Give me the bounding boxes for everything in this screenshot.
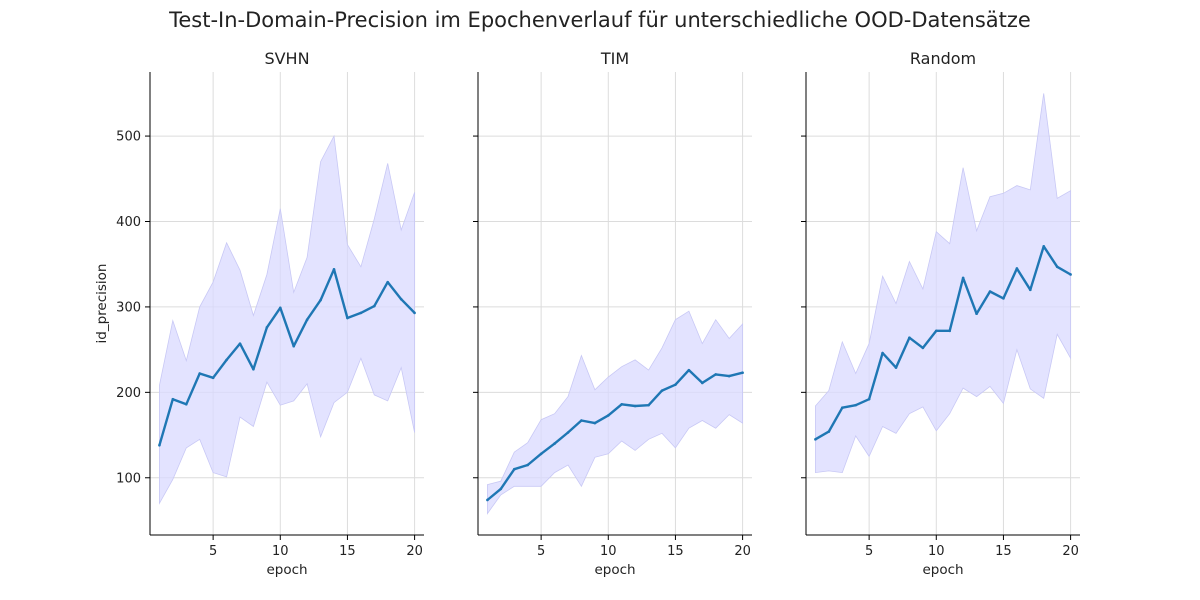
data-point xyxy=(413,311,416,315)
data-point xyxy=(908,336,911,339)
confidence-band xyxy=(486,310,743,515)
x-tick-label: 5 xyxy=(865,544,873,559)
data-point xyxy=(701,381,704,385)
data-point xyxy=(881,351,884,355)
data-point xyxy=(647,403,650,407)
data-point xyxy=(373,304,376,308)
data-point xyxy=(512,467,516,471)
data-point xyxy=(252,367,255,371)
data-point xyxy=(948,329,952,333)
data-point xyxy=(211,376,215,380)
data-point xyxy=(1069,273,1072,276)
data-point xyxy=(1042,244,1046,248)
data-point xyxy=(633,404,637,408)
y-tick-label: 400 xyxy=(116,215,141,230)
x-tick-label: 5 xyxy=(209,544,217,559)
y-axis-label: id_precision xyxy=(94,264,110,344)
data-point xyxy=(184,403,188,406)
x-tick-label: 10 xyxy=(600,544,617,559)
x-tick-label: 10 xyxy=(272,544,289,559)
data-point xyxy=(687,368,691,372)
data-point xyxy=(539,452,543,456)
subplot-title: Random xyxy=(910,49,976,68)
subplot-random: 5 10 15 20 Random epoch xyxy=(801,49,1080,578)
data-point xyxy=(305,318,309,322)
data-point xyxy=(198,372,201,375)
confidence-band xyxy=(815,93,1071,474)
data-point xyxy=(921,346,925,350)
x-axis-label: epoch xyxy=(922,562,963,578)
data-point xyxy=(854,403,857,407)
data-point xyxy=(674,383,677,386)
x-tick-label: 5 xyxy=(537,544,545,559)
data-point xyxy=(526,463,529,467)
data-point xyxy=(827,430,831,433)
data-point xyxy=(238,342,242,345)
y-tick-label: 100 xyxy=(116,471,141,486)
data-point xyxy=(171,397,175,401)
x-tick-label: 10 xyxy=(928,544,945,559)
y-tick-label: 200 xyxy=(116,386,141,401)
subplot-svhn: 5 10 15 20 100 200 300 400 500 SVHN epoch id_precis… xyxy=(94,49,424,578)
confidence-band xyxy=(158,134,416,505)
data-point xyxy=(1055,265,1059,269)
data-point xyxy=(741,371,744,374)
data-point xyxy=(714,373,718,376)
x-tick-label: 15 xyxy=(339,544,356,559)
figure-title: Test-In-Domain-Precision im Epochenverla… xyxy=(169,8,1031,32)
x-tick-label: 20 xyxy=(734,544,751,559)
data-point xyxy=(961,276,965,280)
data-point xyxy=(894,366,898,369)
data-point xyxy=(486,498,489,502)
data-point xyxy=(225,358,228,362)
x-tick-label: 15 xyxy=(995,544,1012,559)
data-point xyxy=(158,444,161,447)
subplot-tim: 5 10 15 20 TIM epoch xyxy=(473,49,752,578)
subplot-title: SVHN xyxy=(264,49,309,68)
data-point xyxy=(359,311,363,315)
data-point xyxy=(553,442,556,445)
data-point xyxy=(988,290,992,293)
data-point xyxy=(620,403,624,406)
data-point xyxy=(292,344,296,348)
data-point xyxy=(278,306,282,310)
data-point xyxy=(606,414,610,417)
data-point xyxy=(975,312,978,316)
data-point xyxy=(332,268,336,271)
series-line xyxy=(158,268,416,446)
data-point xyxy=(346,316,349,320)
series-line xyxy=(486,368,743,501)
data-point xyxy=(386,280,390,284)
data-point xyxy=(499,487,503,491)
data-point xyxy=(1015,267,1019,270)
data-point xyxy=(319,298,322,302)
subplot-title: TIM xyxy=(600,49,629,68)
data-point xyxy=(580,419,583,422)
data-point xyxy=(660,389,664,392)
data-point xyxy=(399,297,403,301)
series-line xyxy=(814,245,1072,441)
data-point xyxy=(566,431,570,434)
data-point xyxy=(1029,288,1032,292)
x-tick-label: 20 xyxy=(406,544,423,559)
y-tick-label: 500 xyxy=(116,130,141,145)
x-axis-label: epoch xyxy=(266,562,307,578)
data-point xyxy=(265,326,269,329)
data-point xyxy=(727,374,731,378)
data-point xyxy=(934,329,938,333)
data-point xyxy=(867,397,871,401)
data-point xyxy=(593,421,597,425)
data-point xyxy=(1002,297,1005,300)
data-point xyxy=(814,438,817,441)
x-axis-label: epoch xyxy=(594,562,635,578)
data-point xyxy=(840,406,844,410)
x-tick-label: 15 xyxy=(667,544,684,559)
x-tick-label: 20 xyxy=(1062,544,1079,559)
y-tick-label: 300 xyxy=(116,300,141,315)
